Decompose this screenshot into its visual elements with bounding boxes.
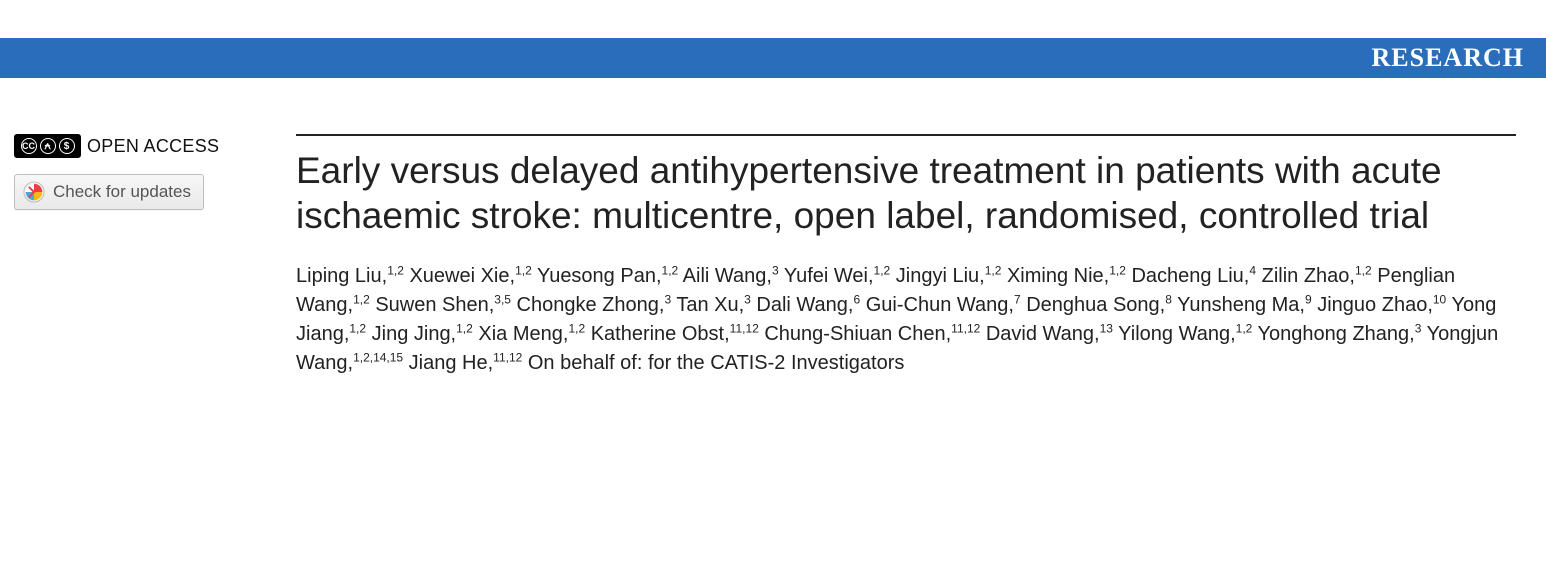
cc-license-icon: CC ⍲ $ xyxy=(14,134,81,158)
left-sidebar: CC ⍲ $ OPEN ACCESS Check for updates xyxy=(14,134,296,378)
open-access-label: OPEN ACCESS xyxy=(87,136,219,157)
check-for-updates-label: Check for updates xyxy=(53,182,191,202)
title-rule xyxy=(296,134,1516,136)
check-for-updates-button[interactable]: Check for updates xyxy=(14,174,204,210)
section-banner-label: RESEARCH xyxy=(1372,43,1524,73)
open-access-badge: CC ⍲ $ OPEN ACCESS xyxy=(14,134,276,158)
author-list: Liping Liu,1,2 Xuewei Xie,1,2 Yuesong Pa… xyxy=(296,262,1516,378)
crossmark-icon xyxy=(23,181,45,203)
article-title: Early versus delayed antihypertensive tr… xyxy=(296,148,1516,238)
article-header: Early versus delayed antihypertensive tr… xyxy=(296,134,1546,378)
content-row: CC ⍲ $ OPEN ACCESS Check for updates xyxy=(0,134,1546,378)
section-banner: RESEARCH xyxy=(0,38,1546,78)
